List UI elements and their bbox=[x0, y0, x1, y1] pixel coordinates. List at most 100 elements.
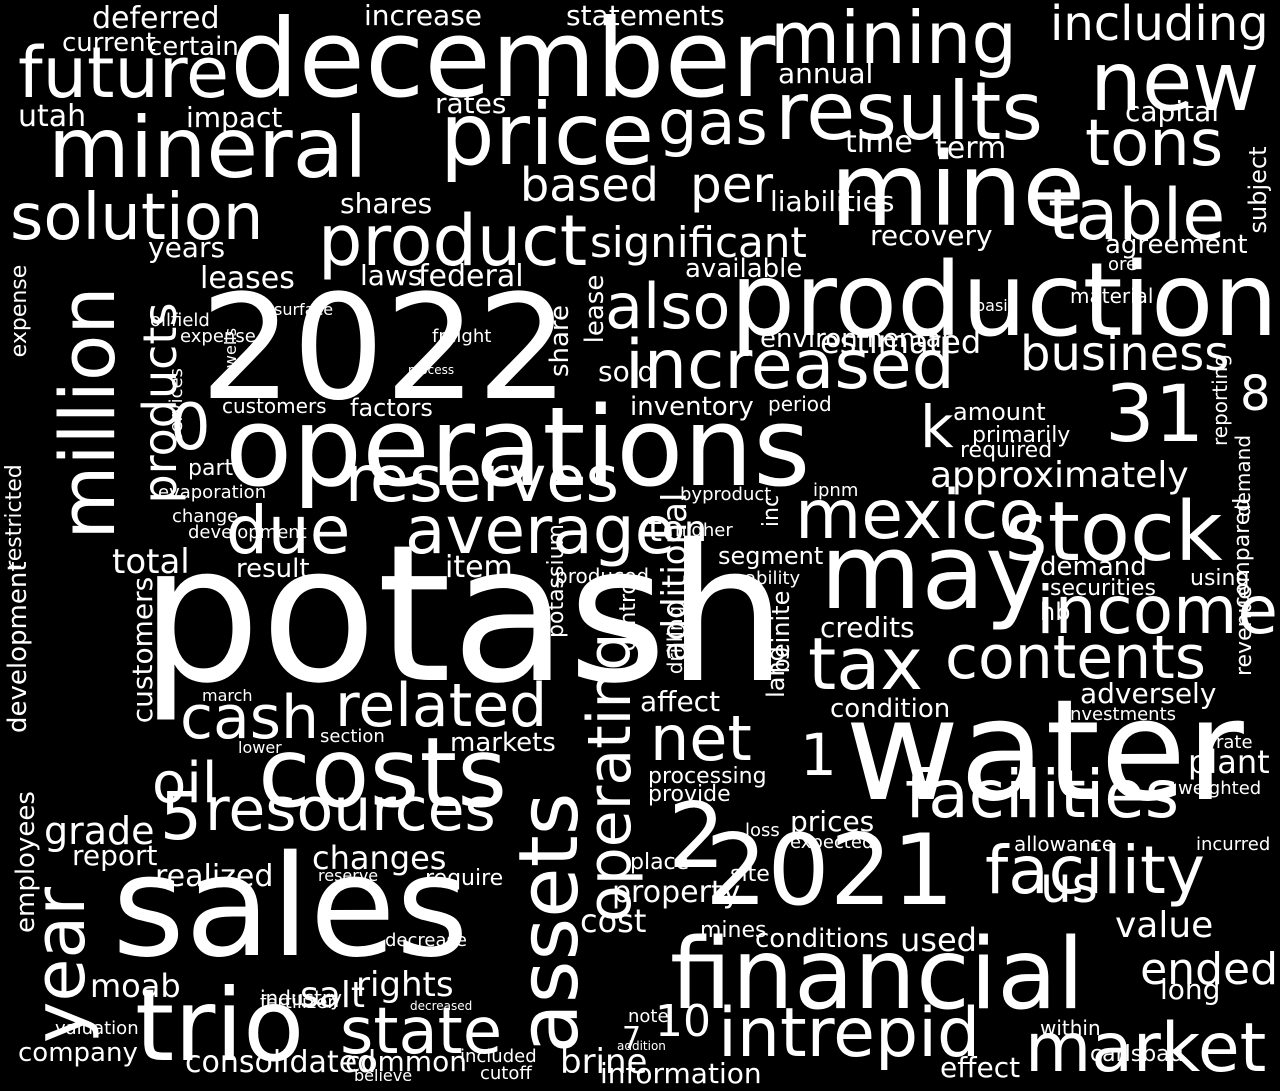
word-salt: salt bbox=[300, 975, 365, 1016]
word-wells: surface bbox=[274, 300, 334, 319]
word-processing: processing bbox=[648, 764, 767, 789]
word-potash: potash bbox=[140, 504, 788, 725]
word-addition: cutoff bbox=[480, 1063, 532, 1084]
word-annual: capital bbox=[1125, 95, 1220, 128]
word-place: place bbox=[630, 850, 690, 875]
word-december: december bbox=[230, 0, 776, 122]
word-weighted: weighted bbox=[1178, 778, 1262, 799]
word-tons: tons bbox=[1085, 107, 1224, 181]
word-inventory: period bbox=[768, 392, 832, 416]
word-deferred: increase bbox=[364, 0, 483, 32]
word-approximately: approximately bbox=[930, 455, 1189, 496]
word-mine: mine bbox=[830, 131, 1086, 250]
word-beinite: beinite bbox=[767, 590, 795, 674]
word-within: within bbox=[1040, 1016, 1101, 1040]
word-related: related bbox=[335, 671, 548, 741]
word-oilfield: development bbox=[188, 522, 307, 543]
word-brine: brine bbox=[560, 1042, 648, 1082]
word-2022: 2022 bbox=[200, 264, 570, 433]
word-trio: trio bbox=[135, 967, 305, 1084]
word-stock: stock bbox=[1005, 485, 1223, 580]
word-realized: realized bbox=[155, 859, 274, 894]
word-additional: impact bbox=[186, 101, 283, 134]
word-mineral: mineral bbox=[48, 99, 368, 197]
word-share: lease bbox=[580, 274, 610, 344]
word-demand: demand bbox=[1040, 552, 1147, 582]
word-march: freight bbox=[432, 326, 492, 347]
word-laws: laws bbox=[360, 259, 423, 292]
word-require: require bbox=[425, 866, 504, 891]
word-affect: affect bbox=[640, 685, 721, 718]
word-process: higher bbox=[675, 520, 733, 541]
word-market: market bbox=[1025, 1009, 1267, 1088]
word-securities: securities bbox=[1050, 576, 1156, 601]
word-ore: sold bbox=[598, 355, 656, 388]
word-2021: 2021 bbox=[705, 814, 955, 928]
word-rate: rate bbox=[1216, 732, 1253, 753]
word-2: 2 bbox=[668, 784, 726, 889]
word-water: water bbox=[845, 670, 1244, 833]
word-subject: available bbox=[685, 254, 803, 284]
word-capital: term bbox=[935, 131, 1007, 166]
word-section: process bbox=[408, 363, 455, 377]
word-statements: annual bbox=[778, 57, 874, 90]
word-carlsbad: carlsbad bbox=[1090, 1042, 1184, 1067]
word-freight: ipnm bbox=[813, 480, 859, 501]
word-0: 0 bbox=[170, 391, 211, 465]
word-company: company bbox=[18, 1038, 138, 1068]
word-price: price bbox=[440, 85, 655, 185]
word-available: ore bbox=[1108, 254, 1138, 275]
word-federal: federal bbox=[418, 259, 524, 294]
word-increased: increased bbox=[625, 326, 955, 405]
word-1: 1 bbox=[800, 721, 837, 789]
word-mining: mining bbox=[770, 0, 1018, 80]
word-material: expense bbox=[180, 326, 256, 347]
word-services: customers bbox=[222, 394, 327, 418]
word-significant: significant bbox=[590, 218, 807, 267]
word-current: deferred bbox=[92, 1, 220, 36]
word-surface: byproduct bbox=[680, 484, 772, 505]
word-due: due bbox=[226, 492, 351, 569]
word-environmental: factors bbox=[350, 394, 433, 422]
word-reserve: reserve bbox=[318, 866, 379, 885]
word-average: average bbox=[405, 492, 676, 569]
word-per: per bbox=[690, 156, 774, 214]
word-long: long bbox=[1160, 973, 1221, 1006]
word-change: change bbox=[172, 506, 239, 527]
word-facilities: facilities bbox=[905, 756, 1180, 833]
word-period: amount bbox=[953, 398, 1046, 426]
word-part: part bbox=[188, 456, 234, 481]
word-lower: wells bbox=[221, 327, 240, 369]
word-reserves: reserves bbox=[345, 443, 619, 517]
word-primarily: required bbox=[960, 438, 1053, 463]
word-mines: mines bbox=[700, 918, 767, 943]
word-valuation: fertilizer bbox=[260, 992, 335, 1013]
word-basis: oilfield bbox=[150, 310, 210, 331]
word-5: 5 bbox=[160, 778, 202, 855]
word-decrease: lower bbox=[238, 738, 282, 757]
word-using: using bbox=[1190, 566, 1250, 591]
word-grade: grade bbox=[44, 809, 155, 853]
word-total: total bbox=[112, 542, 190, 582]
word-information: information bbox=[600, 1057, 762, 1090]
word-markets: markets bbox=[450, 728, 556, 758]
word-mined: decreased bbox=[410, 999, 473, 1013]
word-table: table bbox=[1048, 174, 1226, 256]
word-measure: addition bbox=[617, 1039, 666, 1053]
word-expense: expense bbox=[7, 264, 32, 358]
word-financial: financial bbox=[670, 918, 1085, 1032]
word-effect: effect bbox=[940, 1051, 1021, 1084]
word-based: based bbox=[520, 158, 659, 212]
word-segment: segment bbox=[718, 542, 824, 570]
word-drilling: drilling bbox=[663, 605, 687, 675]
word-compared: revenue bbox=[1232, 585, 1257, 677]
word-byproduct: services bbox=[166, 368, 187, 442]
word-estimates: included bbox=[460, 1046, 537, 1067]
word-report: report bbox=[72, 839, 158, 872]
word-net: net bbox=[650, 702, 752, 775]
word-included: valuation bbox=[55, 1018, 139, 1039]
word-time: liabilities bbox=[770, 185, 895, 218]
word-resources: resources bbox=[205, 775, 496, 845]
word-provide: provide bbox=[648, 782, 731, 807]
word-evaporation: evaporation bbox=[158, 482, 267, 503]
